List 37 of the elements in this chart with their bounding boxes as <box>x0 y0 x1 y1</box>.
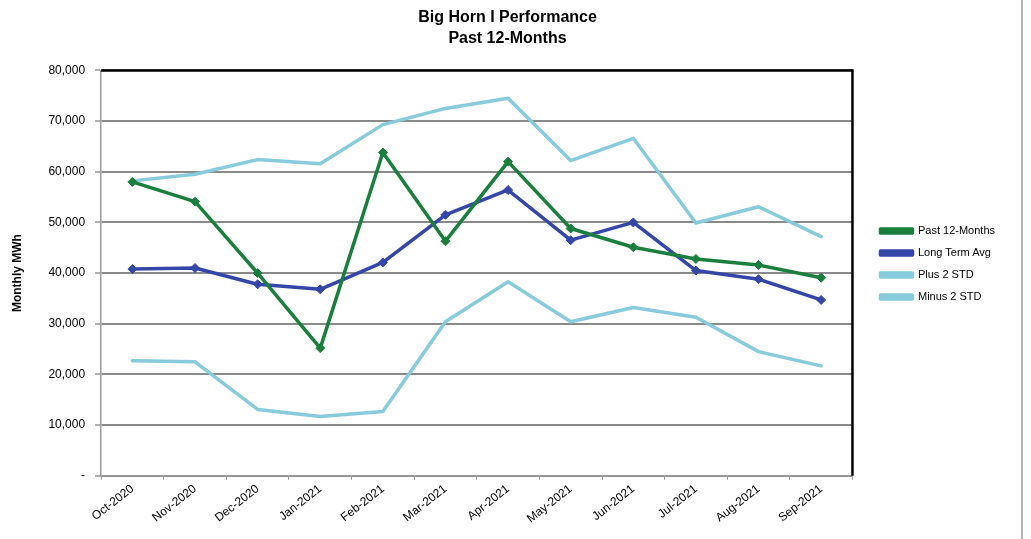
legend-label: Minus 2 STD <box>917 290 982 303</box>
y-tick-label: 50,000 <box>48 214 86 229</box>
point <box>503 184 514 195</box>
point <box>503 156 514 167</box>
chart-title: Big Horn I Performance <box>418 8 597 26</box>
y-tick-label: 80,000 <box>48 62 86 77</box>
point <box>377 147 388 158</box>
point <box>190 263 201 274</box>
point <box>628 217 639 228</box>
legend-label: Plus 2 STD <box>917 268 974 281</box>
y-tick-label: 40,000 <box>48 265 86 280</box>
point <box>628 242 639 253</box>
point <box>440 236 451 247</box>
y-axis-title: Monthly MWh <box>9 234 24 313</box>
y-tick-label: 60,000 <box>48 164 86 179</box>
point <box>690 253 701 264</box>
y-tick-label: - <box>81 468 86 483</box>
point <box>816 272 827 283</box>
y-tick-label: 20,000 <box>48 366 86 381</box>
point <box>690 265 701 276</box>
point <box>565 235 576 246</box>
point <box>315 284 326 295</box>
point <box>565 223 576 234</box>
point <box>127 176 138 187</box>
legend-label: Long Term Avg <box>917 246 991 259</box>
legend-label: Past 12-Months <box>917 224 996 237</box>
point <box>315 343 326 354</box>
point <box>190 196 201 207</box>
point <box>252 268 263 279</box>
chart-subtitle: Past 12-Months <box>448 29 567 47</box>
point <box>816 294 827 305</box>
y-tick-label: 10,000 <box>48 417 86 432</box>
point <box>440 209 451 220</box>
y-tick-label: 70,000 <box>48 113 86 128</box>
y-tick-label: 30,000 <box>48 316 86 331</box>
point <box>377 257 388 268</box>
point <box>753 274 764 285</box>
